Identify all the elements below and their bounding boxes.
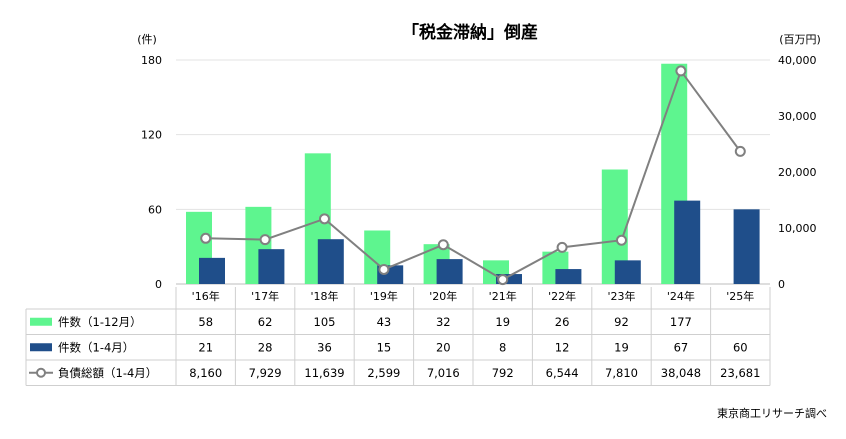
left-tick-label: 120 bbox=[141, 129, 162, 142]
debt-point bbox=[259, 234, 271, 246]
bar-jan-apr bbox=[733, 209, 760, 284]
bar-jan-apr bbox=[555, 269, 582, 284]
bar-jan-apr bbox=[258, 249, 285, 284]
legend-swatch bbox=[36, 367, 46, 378]
category-label: '22年 bbox=[548, 289, 576, 303]
category-label: '18年 bbox=[310, 289, 338, 303]
legend-label: 負債総額（1-4月） bbox=[58, 366, 157, 380]
table-cell: 8 bbox=[499, 340, 506, 354]
category-label: '20年 bbox=[429, 289, 457, 303]
legend-swatch bbox=[30, 317, 52, 326]
right-tick-label: 30,000 bbox=[778, 110, 817, 123]
table-cell: 26 bbox=[555, 315, 570, 329]
chart-title: 「税金滞納」倒産 bbox=[402, 22, 538, 43]
bar-jan-apr bbox=[614, 260, 641, 284]
table-cell: 32 bbox=[436, 315, 451, 329]
table-cell: 60 bbox=[733, 340, 748, 354]
table-cell: 28 bbox=[258, 340, 273, 354]
debt-line bbox=[205, 68, 742, 281]
plot-area: 0 60 120 180 0 10,000 20,000 30,000 40,000 bbox=[141, 54, 817, 291]
debt-point bbox=[200, 232, 212, 244]
legend-label: 件数（1-12月） bbox=[58, 315, 142, 329]
table-cell: 67 bbox=[674, 340, 689, 354]
bar-jan-apr bbox=[674, 200, 701, 284]
legend-swatch bbox=[30, 343, 52, 352]
category-label: '24年 bbox=[667, 289, 695, 303]
debt-point bbox=[378, 263, 390, 275]
right-tick-label: 20,000 bbox=[778, 166, 817, 179]
table-cell: 62 bbox=[258, 315, 273, 329]
category-label: '23年 bbox=[607, 289, 635, 303]
table-cell: 105 bbox=[314, 315, 336, 329]
table-cell: 43 bbox=[377, 315, 392, 329]
right-tick-label: 40,000 bbox=[778, 54, 817, 67]
right-tick-label: 10,000 bbox=[778, 222, 817, 235]
table-cell: 177 bbox=[670, 315, 692, 329]
table-cell: 2,599 bbox=[367, 366, 400, 380]
table-cell: 11,639 bbox=[304, 366, 344, 380]
table-cell: 8,160 bbox=[189, 366, 222, 380]
table-cell: 23,681 bbox=[720, 366, 760, 380]
left-tick-label: 0 bbox=[155, 278, 162, 291]
table-cell: 92 bbox=[614, 315, 629, 329]
debt-point bbox=[437, 239, 449, 251]
legend-label: 件数（1-4月） bbox=[58, 340, 134, 354]
debt-point bbox=[675, 65, 687, 77]
data-table: '16年 '17年 '18年 '19年 '20年 '21年 '22年 '23年 '24年 '25年… bbox=[25, 287, 771, 386]
right-axis-unit: (百万円) bbox=[779, 33, 821, 46]
table-cell: 15 bbox=[377, 340, 392, 354]
table-cell: 7,929 bbox=[249, 366, 282, 380]
source-note: 東京商工リサーチ調べ bbox=[717, 406, 827, 420]
debt-point bbox=[319, 213, 330, 225]
table-cell: 7,810 bbox=[605, 366, 638, 380]
table-cell: 792 bbox=[492, 366, 514, 380]
debt-point bbox=[497, 274, 509, 286]
debt-point bbox=[556, 241, 568, 253]
debt-point bbox=[616, 234, 627, 246]
table-cell: 20 bbox=[436, 340, 451, 354]
bar-jan-apr bbox=[199, 257, 225, 284]
bar-jan-apr bbox=[496, 274, 522, 284]
category-label: '16年 bbox=[192, 289, 220, 303]
category-label: '19年 bbox=[370, 289, 398, 303]
left-tick-label: 60 bbox=[148, 203, 162, 216]
category-label: '21年 bbox=[489, 289, 517, 303]
table-cell: 19 bbox=[614, 340, 629, 354]
table-cell: 19 bbox=[495, 315, 510, 329]
bar-jan-apr bbox=[317, 239, 344, 284]
category-label: '25年 bbox=[726, 289, 754, 303]
table-cell: 6,544 bbox=[546, 366, 579, 380]
left-tick-label: 180 bbox=[141, 54, 162, 67]
right-tick-label: 0 bbox=[778, 278, 785, 291]
table-cell: 38,048 bbox=[661, 366, 701, 380]
bar-jan-apr bbox=[436, 259, 463, 284]
debt-point bbox=[734, 145, 746, 157]
table-cell: 21 bbox=[198, 340, 213, 354]
left-axis-unit: (件) bbox=[137, 33, 157, 46]
category-label: '17年 bbox=[251, 289, 279, 303]
table-cell: 12 bbox=[555, 340, 570, 354]
table-cell: 7,016 bbox=[427, 366, 460, 380]
table-cell: 36 bbox=[317, 340, 332, 354]
table-cell: 58 bbox=[198, 315, 213, 329]
